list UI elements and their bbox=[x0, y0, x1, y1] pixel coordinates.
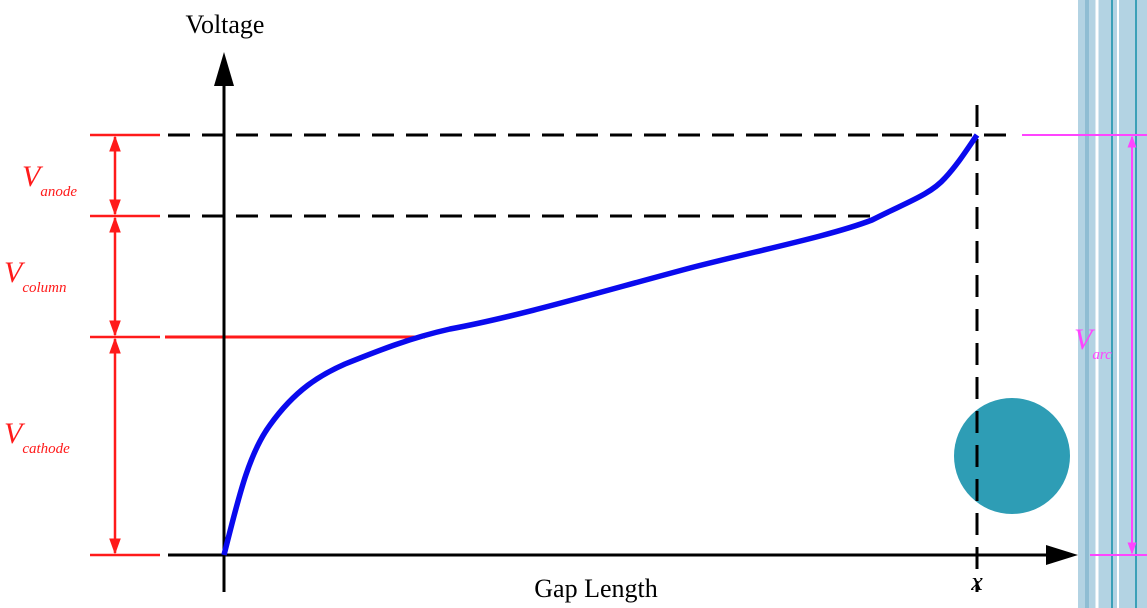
label-part: arc bbox=[1092, 347, 1112, 363]
x-marker: x bbox=[970, 567, 983, 596]
diagram: Voltage Gap Length x Vanode Vcolumn Vcat… bbox=[0, 0, 1147, 608]
segment-label: Vcathode bbox=[4, 417, 70, 457]
axes bbox=[168, 72, 1062, 592]
label-part: anode bbox=[40, 184, 77, 200]
x-arrow bbox=[1046, 545, 1078, 565]
segment-label: Vanode bbox=[22, 160, 77, 200]
label-part: column bbox=[22, 280, 66, 296]
guide-lines bbox=[168, 105, 1015, 592]
label-part: cathode bbox=[22, 441, 70, 457]
side-stripes bbox=[1078, 0, 1147, 608]
segment-label: Vcolumn bbox=[4, 256, 67, 296]
y-axis-label: Voltage bbox=[186, 10, 265, 39]
voltage-curve bbox=[224, 135, 977, 555]
decor-circle bbox=[954, 398, 1070, 514]
dimension-lines bbox=[90, 135, 425, 555]
y-arrow bbox=[214, 52, 234, 86]
x-axis-label: Gap Length bbox=[534, 574, 657, 603]
